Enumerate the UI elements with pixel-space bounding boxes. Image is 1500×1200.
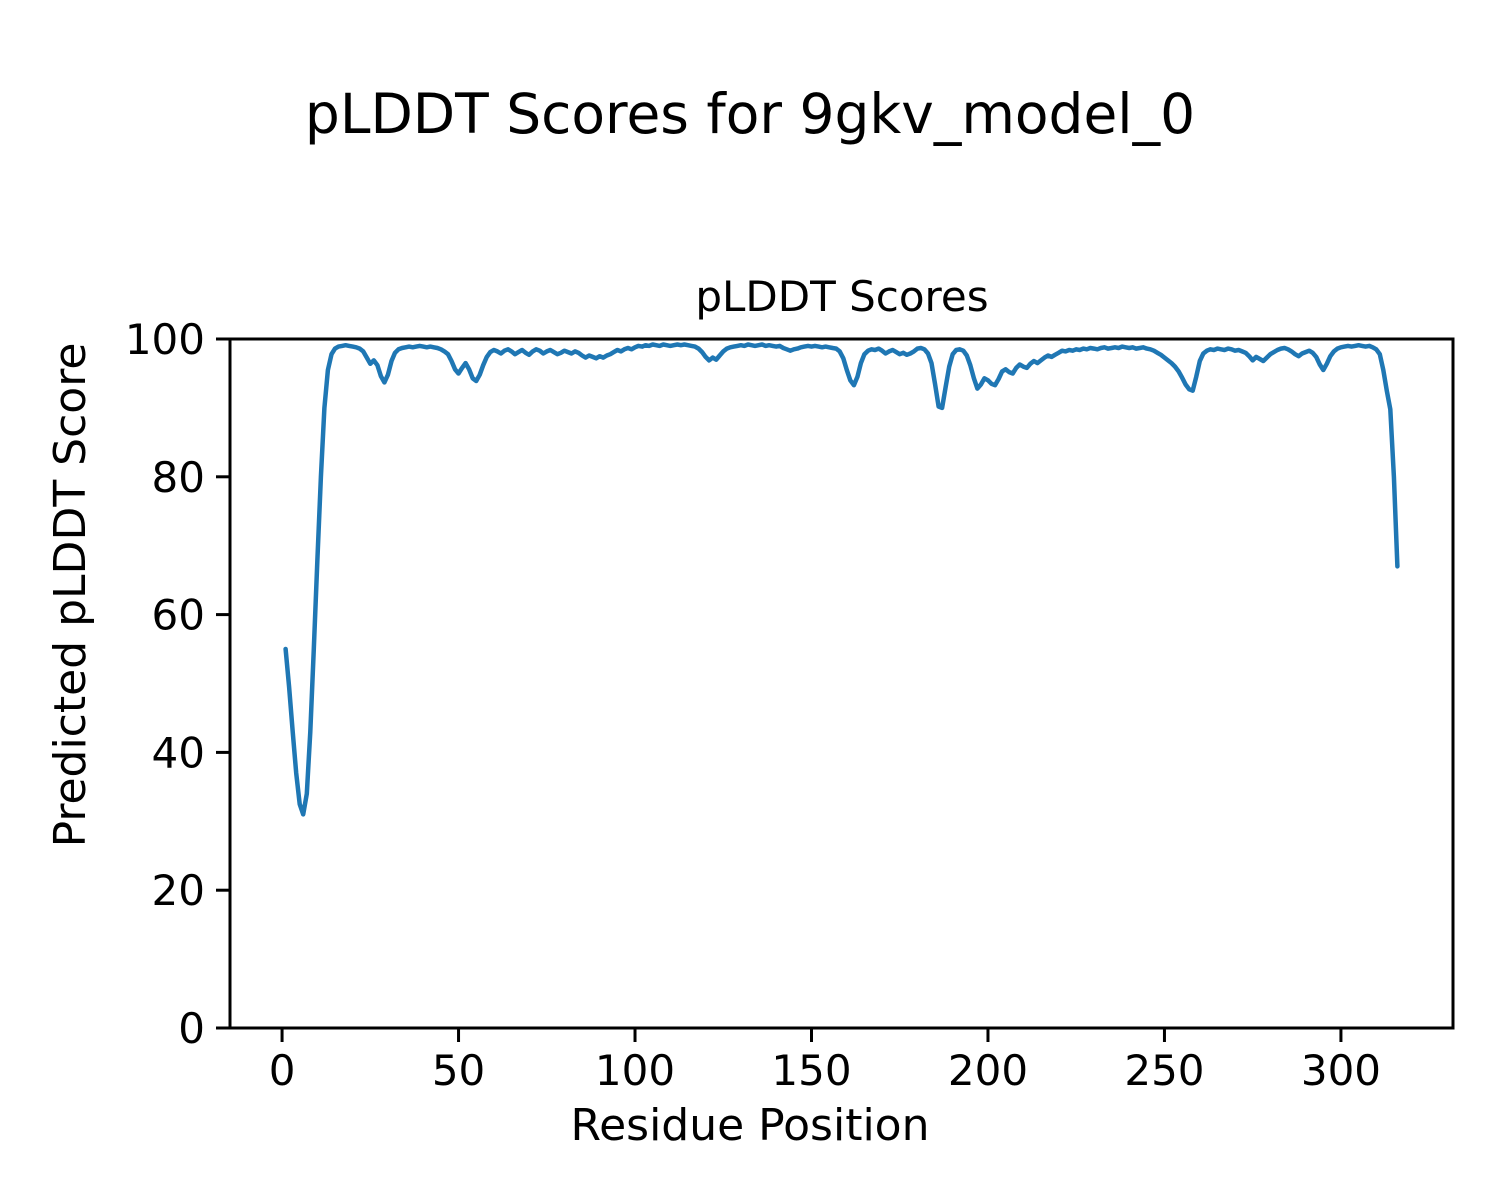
y-axis-label: Predicted pLDDT Score xyxy=(45,343,96,848)
x-tick-label: 300 xyxy=(1301,1046,1381,1095)
axes-title: pLDDT Scores xyxy=(695,272,988,321)
x-axis-label: Residue Position xyxy=(570,1100,929,1151)
axes-frame xyxy=(228,337,1455,1030)
x-tick-label: 150 xyxy=(771,1046,851,1095)
figure-suptitle: pLDDT Scores for 9gkv_model_0 xyxy=(305,82,1195,146)
y-axis-ticks: 0 20 40 60 80 100 xyxy=(125,315,229,1053)
plddt-line xyxy=(283,342,1400,817)
y-tick-label: 40 xyxy=(152,728,205,777)
y-tick-label: 0 xyxy=(178,1004,205,1053)
y-tick-label: 20 xyxy=(152,866,205,915)
y-tick-label: 60 xyxy=(152,591,205,640)
x-tick-label: 50 xyxy=(432,1046,485,1095)
y-tick-label: 80 xyxy=(152,453,205,502)
x-tick-label: 250 xyxy=(1124,1046,1204,1095)
x-tick-label: 100 xyxy=(595,1046,675,1095)
x-axis-ticks: 0 50 100 150 200 250 300 xyxy=(269,1029,1381,1095)
x-tick-label: 0 xyxy=(269,1046,296,1095)
x-tick-label: 200 xyxy=(948,1046,1028,1095)
y-tick-label: 100 xyxy=(125,315,205,364)
